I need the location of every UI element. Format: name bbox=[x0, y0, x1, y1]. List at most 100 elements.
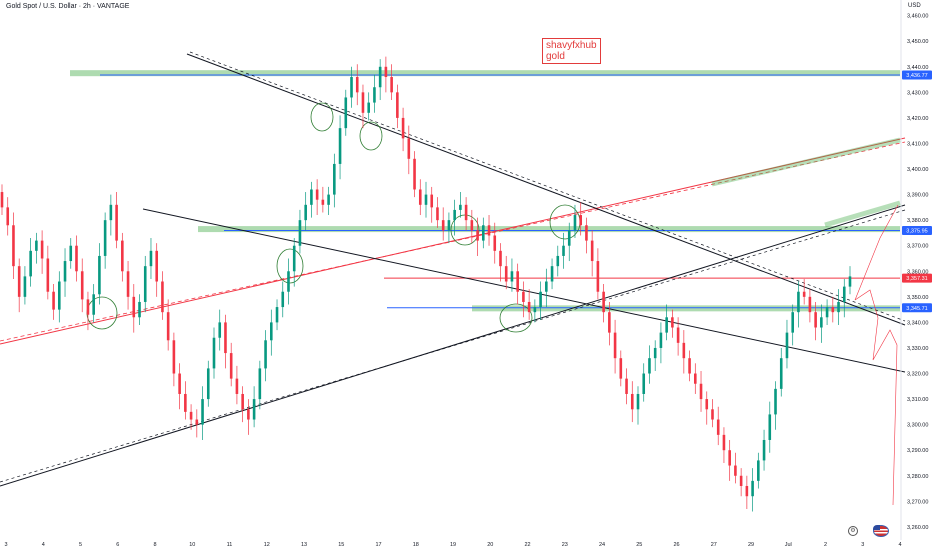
price-badge bbox=[902, 273, 932, 283]
candle-body bbox=[109, 204, 113, 221]
candle-body bbox=[585, 225, 588, 241]
plot-background bbox=[0, 0, 900, 540]
price-badge bbox=[902, 226, 932, 236]
candle-body bbox=[178, 373, 181, 394]
time-tick-label: 10 bbox=[189, 542, 195, 548]
candle-body bbox=[138, 301, 141, 318]
candlestick-series bbox=[0, 56, 852, 512]
time-tick-label: 22 bbox=[524, 542, 530, 548]
candle-body bbox=[35, 240, 38, 251]
candle-body bbox=[745, 485, 749, 497]
candle-body bbox=[470, 220, 474, 231]
time-tick-label: 15 bbox=[338, 542, 344, 548]
candle-body bbox=[797, 291, 800, 313]
time-tick-label: 13 bbox=[301, 542, 307, 548]
candle-body bbox=[820, 317, 823, 328]
candle-body bbox=[206, 368, 210, 400]
candle-body bbox=[757, 460, 760, 481]
candle-body bbox=[390, 77, 393, 93]
candle-body bbox=[46, 258, 50, 292]
candle-body bbox=[699, 383, 703, 400]
trendline-green-highlight-1 bbox=[711, 137, 901, 187]
candle-body bbox=[12, 225, 15, 267]
candle-body bbox=[103, 220, 107, 256]
candle-body bbox=[201, 399, 204, 425]
price-tick-label: 3,460.00 bbox=[907, 14, 928, 20]
time-tick-label: 4 bbox=[42, 542, 45, 548]
candle-body bbox=[401, 117, 405, 139]
candle-body bbox=[504, 266, 508, 282]
candle-body bbox=[499, 250, 502, 267]
price-tick-label: 3,260.00 bbox=[907, 525, 928, 531]
candle-body bbox=[367, 102, 371, 113]
trendline-green-highlight-2 bbox=[824, 200, 901, 228]
time-tick-label: 26 bbox=[673, 542, 679, 548]
time-tick-label: 4 bbox=[898, 542, 901, 548]
candle-body bbox=[224, 322, 227, 354]
price-axis: 3,460.00 3,450.00 3,440.00 3,430.00 3,420.00… bbox=[900, 0, 928, 540]
candle-body bbox=[327, 194, 330, 205]
price-badge bbox=[902, 70, 932, 80]
candle-body bbox=[407, 138, 411, 159]
candle-body bbox=[682, 342, 686, 359]
price-tick-label: 3,320.00 bbox=[907, 372, 928, 378]
candle-body bbox=[0, 192, 4, 208]
candle-body bbox=[487, 225, 491, 236]
time-axis: 3 4 5 6 8 10 11 12 13 15 17 18 19 20 22 23 24 25 26 27 29 Jul… bbox=[4, 542, 901, 548]
candle-body bbox=[212, 337, 216, 369]
candle-body bbox=[630, 393, 634, 410]
candle-body bbox=[98, 255, 101, 295]
candle-body bbox=[132, 296, 136, 318]
price-tick-label: 3,410.00 bbox=[907, 141, 928, 147]
candle-body bbox=[338, 128, 342, 164]
candle-body bbox=[378, 66, 382, 88]
time-tick-label: 3 bbox=[4, 542, 7, 548]
candle-body bbox=[693, 373, 697, 384]
projection-path bbox=[854, 289, 898, 506]
candle-body bbox=[562, 245, 565, 256]
circle-marker bbox=[499, 303, 533, 333]
candle-body bbox=[459, 204, 462, 210]
price-tick-label: 3,440.00 bbox=[907, 65, 928, 71]
candle-body bbox=[837, 301, 840, 313]
candle-body bbox=[143, 266, 147, 302]
candle-body bbox=[424, 194, 428, 205]
candle-body bbox=[510, 271, 514, 282]
candle-body bbox=[86, 299, 90, 315]
price-badge-label: 3,357.31 bbox=[906, 276, 927, 282]
candle-body bbox=[705, 399, 709, 410]
candle-body bbox=[545, 281, 548, 292]
candle-body bbox=[275, 307, 279, 323]
candle-body bbox=[567, 230, 571, 246]
circle-marker bbox=[359, 121, 383, 151]
horizontal-levels bbox=[100, 74, 900, 309]
gear-icon[interactable]: ⚙ bbox=[848, 526, 858, 536]
projection-path-upper bbox=[854, 204, 899, 301]
author-watermark: shavyfxhub gold bbox=[542, 38, 601, 64]
candle-body bbox=[785, 332, 789, 359]
candle-body bbox=[762, 439, 766, 461]
price-label-badges: 3,436.77 3,375.95 3,357.31 3,345.71 bbox=[902, 70, 932, 313]
candle-body bbox=[241, 393, 244, 410]
trendline-red-rising bbox=[0, 137, 906, 345]
candle-body bbox=[195, 419, 199, 425]
price-tick-label: 3,400.00 bbox=[907, 167, 928, 173]
candle-body bbox=[149, 250, 153, 267]
time-tick-label: 5 bbox=[79, 542, 82, 548]
candle-body bbox=[481, 225, 485, 241]
candle-body bbox=[808, 296, 812, 313]
candle-body bbox=[155, 250, 159, 282]
candle-body bbox=[464, 204, 468, 221]
candle-body bbox=[430, 194, 434, 208]
price-tick-label: 3,270.00 bbox=[907, 499, 928, 505]
candle-body bbox=[396, 92, 399, 118]
candle-body bbox=[229, 353, 233, 379]
candle-body bbox=[590, 240, 594, 262]
candle-body bbox=[842, 286, 846, 302]
candle-body bbox=[688, 358, 691, 374]
price-tick-label: 3,420.00 bbox=[907, 116, 928, 122]
candle-body bbox=[648, 358, 651, 374]
candle-body bbox=[602, 291, 605, 313]
candle-body bbox=[779, 358, 783, 389]
